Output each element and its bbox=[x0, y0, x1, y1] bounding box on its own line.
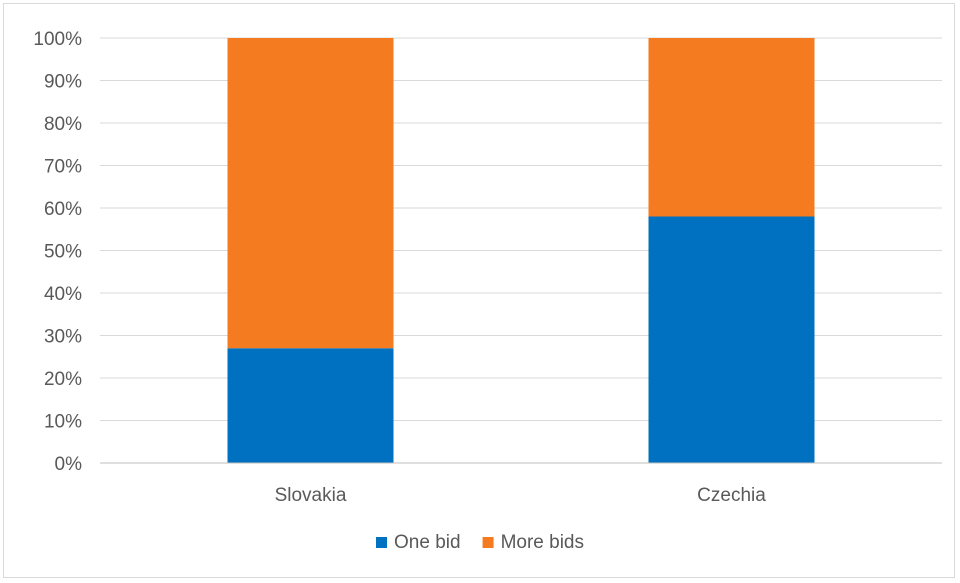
y-tick-label: 0% bbox=[55, 454, 83, 475]
y-tick-label: 60% bbox=[44, 199, 82, 220]
y-tick-label: 10% bbox=[44, 412, 82, 433]
legend-label: One bid bbox=[394, 532, 461, 553]
y-tick-label: 30% bbox=[44, 327, 82, 348]
x-category-label: Czechia bbox=[697, 485, 766, 506]
bar-more-bids-slovakia bbox=[227, 38, 394, 349]
y-tick-label: 50% bbox=[44, 242, 82, 263]
gridlines bbox=[100, 37, 942, 421]
y-tick-label: 40% bbox=[44, 284, 82, 305]
bar-one-bid-czechia bbox=[648, 216, 815, 463]
bar-more-bids-czechia bbox=[648, 38, 815, 217]
y-tick-label: 100% bbox=[33, 29, 82, 50]
x-category-label: Slovakia bbox=[275, 485, 347, 506]
y-tick-label: 90% bbox=[44, 72, 82, 93]
y-axis-tick-labels: 0% 10% 20% 30% 40% 50% 60% 70% 80% 90% 100% bbox=[33, 29, 82, 475]
legend: One bid More bids bbox=[376, 532, 584, 553]
legend-swatch bbox=[482, 537, 494, 548]
y-tick-label: 70% bbox=[44, 157, 82, 178]
bars bbox=[227, 38, 815, 463]
bar-one-bid-slovakia bbox=[227, 348, 394, 463]
legend-swatch bbox=[376, 537, 388, 548]
y-tick-label: 80% bbox=[44, 114, 82, 135]
x-axis-category-labels: Slovakia Czechia bbox=[275, 485, 767, 506]
legend-label: More bids bbox=[501, 532, 584, 553]
y-tick-label: 20% bbox=[44, 369, 82, 390]
